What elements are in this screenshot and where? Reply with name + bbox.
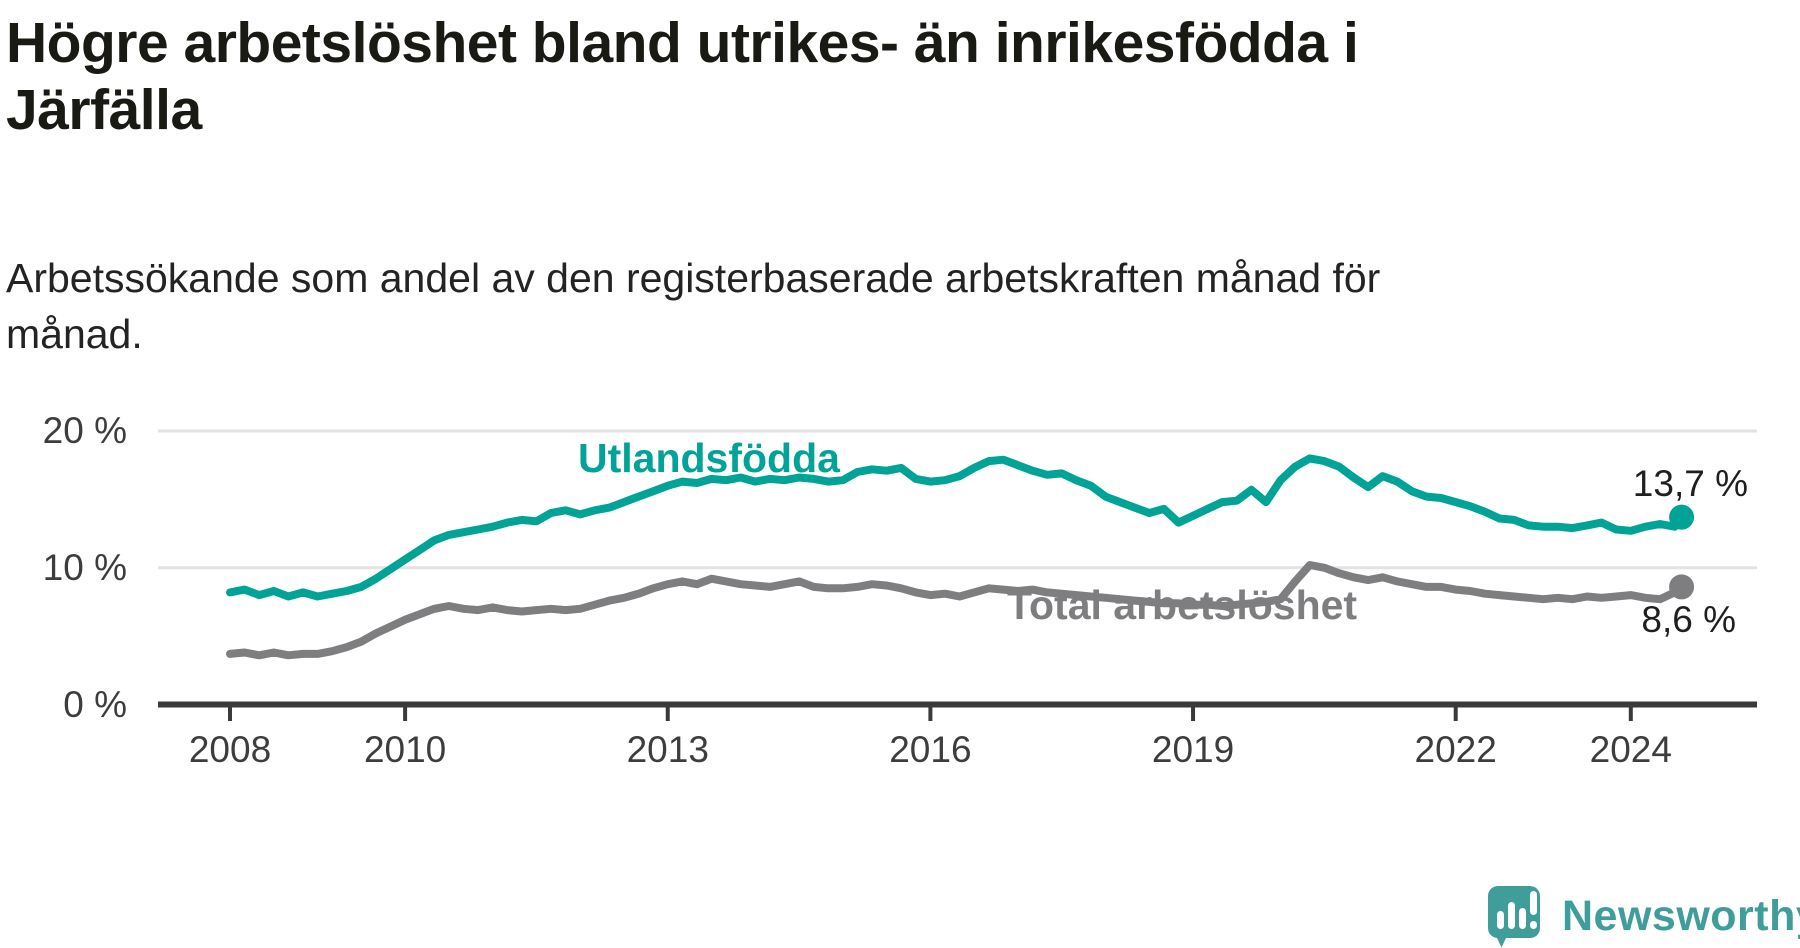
series-label-total-arbetsloshet: Total arbetslöshet	[1007, 582, 1358, 628]
bar-short	[1497, 911, 1504, 929]
brand-name: Newsworthy	[1562, 892, 1800, 940]
newsworthy-logo[interactable]: Newsworthy	[1488, 884, 1800, 948]
x-axis	[158, 701, 1757, 721]
gridlines	[158, 429, 1757, 570]
page-title: Högre arbetslöshet bland utrikes- än inr…	[6, 10, 1726, 144]
series-label-utlandsfodda: Utlandsfödda	[578, 435, 840, 481]
x-tick-label: 2010	[363, 729, 447, 770]
chart-subtitle: Arbetssökande som andel av den registerb…	[6, 250, 1726, 362]
series-end-dot-total	[1669, 574, 1695, 600]
series-line-utlandsfodda	[226, 454, 1686, 601]
y-tick-label: 10 %	[42, 546, 127, 588]
title-line-2: Järfälla	[6, 78, 202, 142]
bar-medium	[1519, 908, 1526, 929]
bar-tall	[1508, 902, 1515, 929]
exclamation-dot	[1530, 921, 1537, 929]
series-end-dot-utlandsfodda	[1669, 504, 1695, 530]
end-value-label-total: 8,6 %	[1641, 599, 1736, 640]
subtitle-line-1: Arbetssökande som andel av den registerb…	[6, 255, 1381, 301]
series-line-total	[226, 561, 1686, 660]
y-tick-label: 0 %	[63, 683, 127, 725]
subtitle-line-2: månad.	[6, 311, 143, 357]
x-tick-label: 2024	[1589, 729, 1672, 770]
x-tick-label: 2019	[1151, 729, 1235, 770]
exclamation-bar	[1530, 891, 1537, 915]
x-tick-label: 2008	[188, 729, 272, 770]
x-tick-label: 2022	[1414, 729, 1497, 770]
end-value-label-utlandsfodda: 13,7 %	[1632, 463, 1748, 504]
x-tick-label: 2016	[889, 729, 972, 770]
y-tick-label: 20 %	[42, 410, 127, 451]
title-line-1: Högre arbetslöshet bland utrikes- än inr…	[6, 11, 1359, 75]
x-tick-label: 2013	[626, 729, 709, 770]
speech-bubble-bar-chart-icon	[1488, 886, 1540, 948]
series-end-dots	[1669, 504, 1695, 600]
data-series	[226, 454, 1686, 660]
